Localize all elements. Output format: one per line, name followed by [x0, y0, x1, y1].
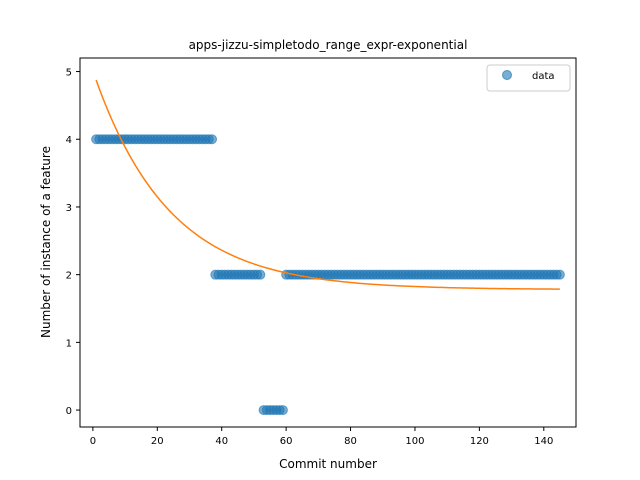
- chart-title: apps-jizzu-simpletodo_range_expr-exponen…: [189, 38, 468, 52]
- data-point: [255, 269, 266, 280]
- y-tick-label: 0: [66, 406, 72, 417]
- x-axis-label: Commit number: [279, 457, 377, 471]
- y-tick-label: 1: [66, 338, 72, 349]
- y-tick-label: 2: [66, 271, 72, 282]
- legend-label-data: data: [532, 71, 555, 82]
- data-point: [554, 269, 565, 280]
- data-point: [277, 405, 288, 416]
- data-point: [207, 134, 218, 145]
- x-tick-label: 20: [151, 436, 164, 447]
- legend-marker-data: [502, 70, 512, 80]
- x-axis: 0 20 40 60 80 100 120 140: [90, 427, 553, 447]
- y-axis: 0 1 2 3 4 5: [66, 68, 80, 417]
- x-tick-label: 120: [470, 436, 489, 447]
- axes-frame: [79, 57, 577, 428]
- y-tick-label: 4: [66, 135, 72, 146]
- legend-box: [486, 64, 571, 92]
- legend: data: [486, 64, 571, 92]
- x-tick-label: 80: [344, 436, 357, 447]
- x-tick-label: 100: [405, 436, 424, 447]
- fit-line: [95, 79, 560, 290]
- y-axis-label: Number of instance of a feature: [39, 146, 53, 338]
- y-tick-label: 5: [66, 68, 72, 79]
- plot-area: [91, 79, 565, 416]
- x-tick-label: 0: [90, 436, 96, 447]
- y-tick-label: 3: [66, 203, 72, 214]
- x-tick-label: 60: [280, 436, 293, 447]
- x-tick-label: 140: [534, 436, 553, 447]
- x-tick-label: 40: [215, 436, 228, 447]
